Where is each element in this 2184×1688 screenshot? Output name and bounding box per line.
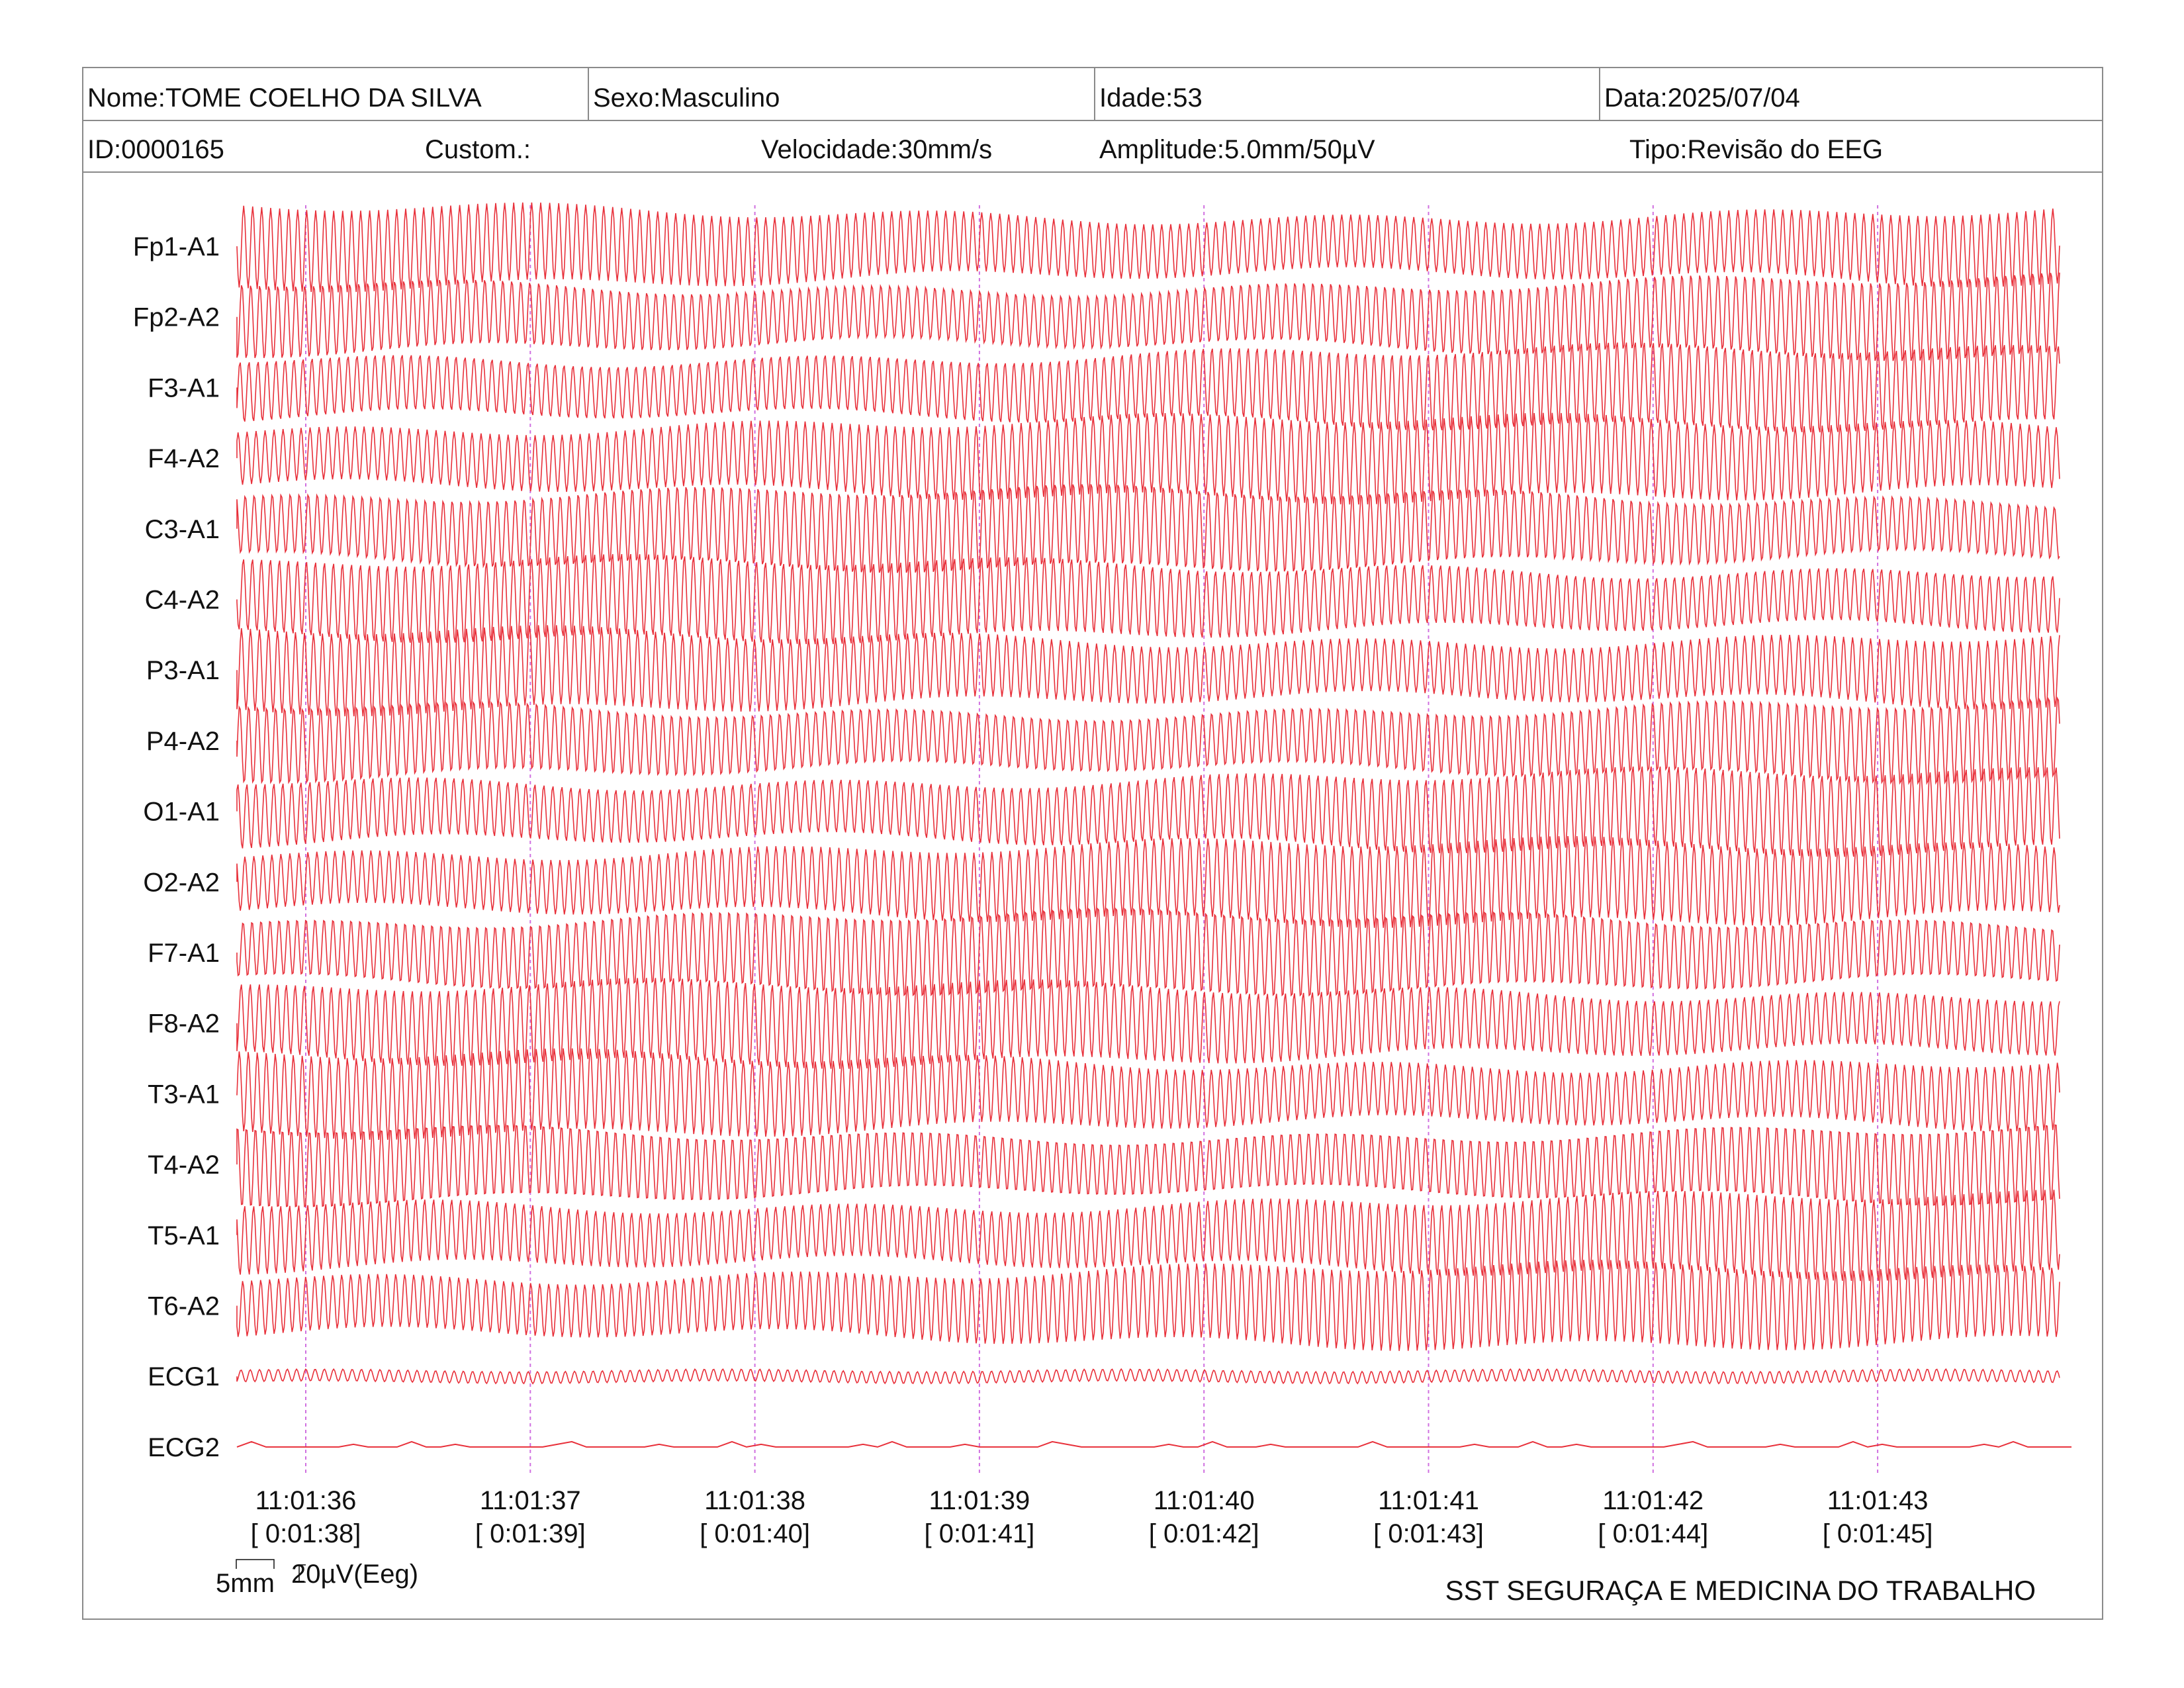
time-label-elapsed: [ 0:01:41] xyxy=(925,1519,1035,1548)
eeg-trace xyxy=(236,1440,2071,1448)
eeg-trace xyxy=(236,412,2060,505)
eeg-trace xyxy=(236,766,2060,857)
organization-name: SST SEGURAÇA E MEDICINA DO TRABALHO xyxy=(1445,1575,2036,1606)
time-label-clock: 11:01:42 xyxy=(1602,1486,1704,1515)
eeg-trace xyxy=(236,484,2060,573)
channel-label: Fp2-A2 xyxy=(133,303,220,332)
channel-label: T4-A2 xyxy=(148,1150,220,1180)
channel-label: C3-A1 xyxy=(145,515,220,544)
header-row-exam: ID:0000165 Custom.: Velocidade:30mm/s Am… xyxy=(83,120,2102,173)
channel-label: T6-A2 xyxy=(148,1292,220,1321)
channel-label: C4-A2 xyxy=(145,586,220,615)
time-label-clock: 11:01:36 xyxy=(255,1486,357,1515)
channel-label: F7-A1 xyxy=(148,939,220,968)
time-label-clock: 11:01:40 xyxy=(1154,1486,1255,1515)
eeg-traces xyxy=(236,202,2071,1448)
channel-label: F3-A1 xyxy=(148,373,220,402)
patient-name: Nome:TOME COELHO DA SILVA xyxy=(87,83,482,113)
time-scale-bar xyxy=(236,1559,275,1569)
time-label-elapsed: [ 0:01:39] xyxy=(475,1519,586,1548)
eeg-trace xyxy=(236,1048,2060,1141)
channel-label: T5-A1 xyxy=(148,1221,220,1250)
scale-legend: 5mm 20µV(Eeg) xyxy=(216,1560,418,1599)
eeg-trace xyxy=(236,978,2060,1069)
time-label-clock: 11:01:39 xyxy=(929,1486,1030,1515)
time-label-clock: 11:01:37 xyxy=(480,1486,581,1515)
eeg-report-sheet: Nome:TOME COELHO DA SILVA Sexo:Masculino… xyxy=(82,67,2103,1620)
eeg-trace xyxy=(236,342,2060,433)
eeg-trace xyxy=(236,696,2060,785)
time-label-elapsed: [ 0:01:44] xyxy=(1598,1519,1708,1548)
time-label-clock: 11:01:38 xyxy=(704,1486,805,1515)
channel-label: Fp1-A1 xyxy=(133,232,220,261)
time-label-elapsed: [ 0:01:45] xyxy=(1823,1519,1933,1548)
divider xyxy=(1599,68,1600,120)
exam-date: Data:2025/07/04 xyxy=(1604,83,1800,113)
time-label-clock: 11:01:43 xyxy=(1827,1486,1929,1515)
eeg-trace xyxy=(236,553,2060,645)
divider xyxy=(588,68,589,120)
channel-label: P3-A1 xyxy=(146,656,220,685)
channel-label: ECG2 xyxy=(148,1433,220,1462)
patient-age: Idade:53 xyxy=(1099,83,1203,113)
exam-type: Tipo:Revisão do EEG xyxy=(1629,135,1884,164)
time-label-clock: 11:01:41 xyxy=(1378,1486,1479,1515)
time-scale-label: 5mm xyxy=(216,1569,275,1598)
channel-label: F8-A2 xyxy=(148,1009,220,1039)
channel-label: O2-A2 xyxy=(143,868,220,897)
time-label-elapsed: [ 0:01:43] xyxy=(1373,1519,1484,1548)
custom-field: Custom.: xyxy=(425,135,531,164)
paper-speed: Velocidade:30mm/s xyxy=(761,135,993,164)
patient-sex: Sexo:Masculino xyxy=(593,83,780,113)
divider xyxy=(1094,68,1095,120)
amplitude-scale-bar xyxy=(298,1564,306,1583)
eeg-trace xyxy=(236,202,2060,293)
eeg-trace xyxy=(236,1124,2060,1207)
amplitude-scale-label: 20µV(Eeg) xyxy=(291,1560,419,1589)
eeg-trace xyxy=(236,625,2060,717)
amplitude-setting: Amplitude:5.0mm/50µV xyxy=(1099,135,1375,164)
channel-label: P4-A2 xyxy=(146,727,220,756)
eeg-trace xyxy=(236,1259,2060,1351)
channel-label: O1-A1 xyxy=(143,798,220,827)
eeg-trace xyxy=(236,1190,2060,1282)
time-label-elapsed: [ 0:01:40] xyxy=(700,1519,810,1548)
channel-label: ECG1 xyxy=(148,1362,220,1391)
scale-bars xyxy=(236,1559,306,1583)
header-row-patient: Nome:TOME COELHO DA SILVA Sexo:Masculino… xyxy=(83,68,2102,121)
eeg-trace xyxy=(236,1368,2060,1385)
eeg-trace xyxy=(236,907,2060,997)
eeg-trace xyxy=(236,836,2060,928)
channel-label: F4-A2 xyxy=(148,444,220,473)
channel-label: T3-A1 xyxy=(148,1080,220,1109)
channel-labels: Fp1-A1 Fp2-A2 F3-A1 F4-A2 C3-A1 C4-A2 P3-A1 P4-… xyxy=(133,232,220,1462)
time-label-elapsed: [ 0:01:38] xyxy=(251,1519,361,1548)
time-labels: 11:01:36 [ 0:01:38] 11:01:37 [ 0:01:39] 11:0… xyxy=(251,1486,1933,1548)
time-label-elapsed: [ 0:01:42] xyxy=(1149,1519,1259,1548)
patient-id: ID:0000165 xyxy=(87,135,224,164)
eeg-trace xyxy=(236,272,2060,361)
